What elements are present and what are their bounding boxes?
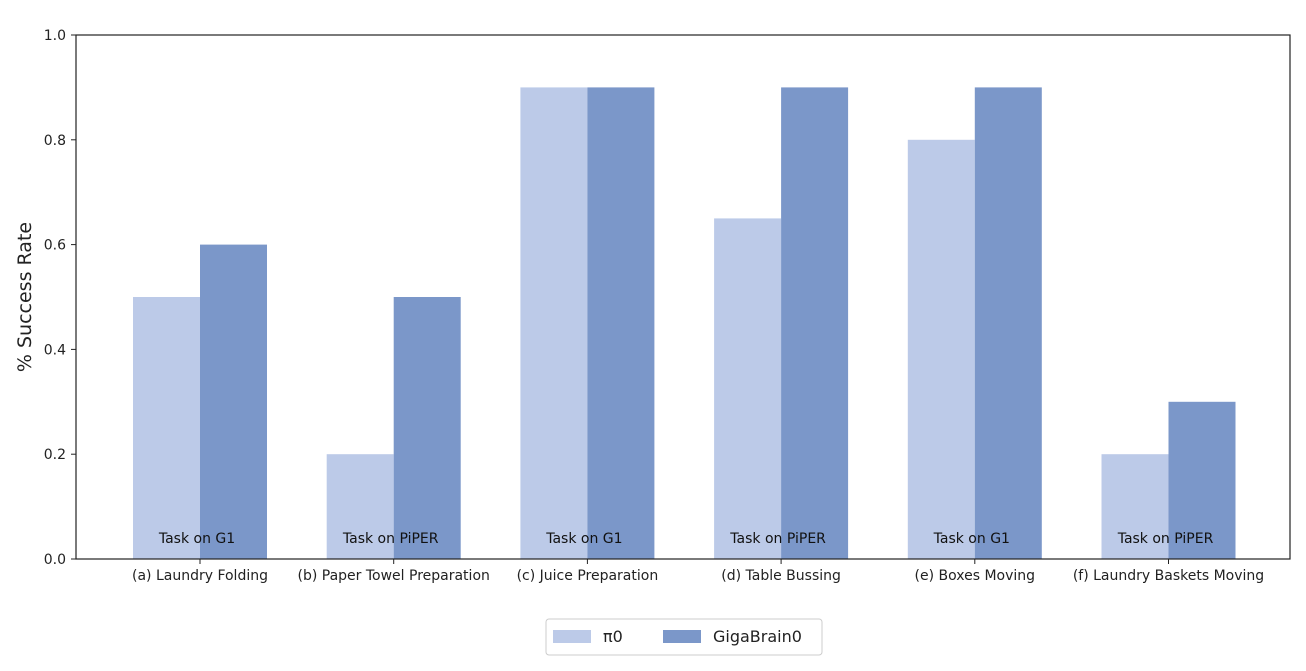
bar-gigabrain0-5 (974, 87, 1042, 560)
task-annotation-4: Task on PiPER (729, 531, 826, 547)
plot-frame (75, 34, 1291, 560)
task-annotation-1: Task on G1 (158, 531, 235, 547)
y-axis-label: % Success Rate (14, 222, 36, 372)
task-annotation-3: Task on G1 (545, 531, 622, 547)
annotations-layer: Task on G1 Task on PiPER Task on G1 Task on… (158, 531, 1214, 547)
task-annotation-2: Task on PiPER (342, 531, 439, 547)
legend-swatch-gigabrain0 (663, 630, 701, 643)
x-tick-label-4: (d) Table Bussing (721, 568, 841, 584)
bar-pi0-5 (907, 139, 975, 560)
task-annotation-5: Task on G1 (933, 531, 1010, 547)
x-tick-label-2: (b) Paper Towel Preparation (298, 568, 490, 584)
x-tick-label-1: (a) Laundry Folding (132, 568, 268, 584)
legend-swatch-pi0 (553, 630, 591, 643)
bar-pi0-4 (714, 218, 782, 559)
task-annotation-6: Task on PiPER (1117, 531, 1214, 547)
bar-pi0-2 (326, 454, 394, 559)
bar-pi0-3 (520, 87, 588, 560)
legend: π0 GigaBrain0 (545, 618, 823, 656)
y-tick-label-4: 0.6 (44, 238, 66, 254)
y-tick-label-2: 0.2 (44, 447, 66, 463)
legend-label-gigabrain0: GigaBrain0 (713, 627, 802, 646)
x-tick-label-6: (f) Laundry Baskets Moving (1073, 568, 1264, 584)
bar-pi0-6 (1101, 454, 1169, 559)
bar-gigabrain0-2 (393, 297, 461, 559)
bar-pi0-1 (133, 297, 200, 559)
y-axis: 0.0 0.2 0.4 0.6 0.8 1.0 (44, 28, 76, 568)
x-tick-label-3: (c) Juice Preparation (517, 568, 659, 584)
bar-gigabrain0-3 (587, 87, 655, 560)
legend-label-pi0: π0 (603, 627, 623, 646)
bars-layer (133, 87, 1236, 560)
bar-gigabrain0-1 (200, 244, 267, 559)
y-tick-label-5: 0.8 (44, 133, 66, 149)
y-tick-label-3: 0.4 (44, 342, 66, 358)
x-tick-label-5: (e) Boxes Moving (915, 568, 1036, 584)
y-tick-label-6: 1.0 (44, 28, 66, 44)
bar-gigabrain0-6 (1168, 401, 1236, 559)
x-axis: (a) Laundry Folding (b) Paper Towel Prepa… (132, 559, 1264, 584)
y-tick-label-1: 0.0 (44, 552, 66, 568)
bar-gigabrain0-4 (781, 87, 849, 560)
